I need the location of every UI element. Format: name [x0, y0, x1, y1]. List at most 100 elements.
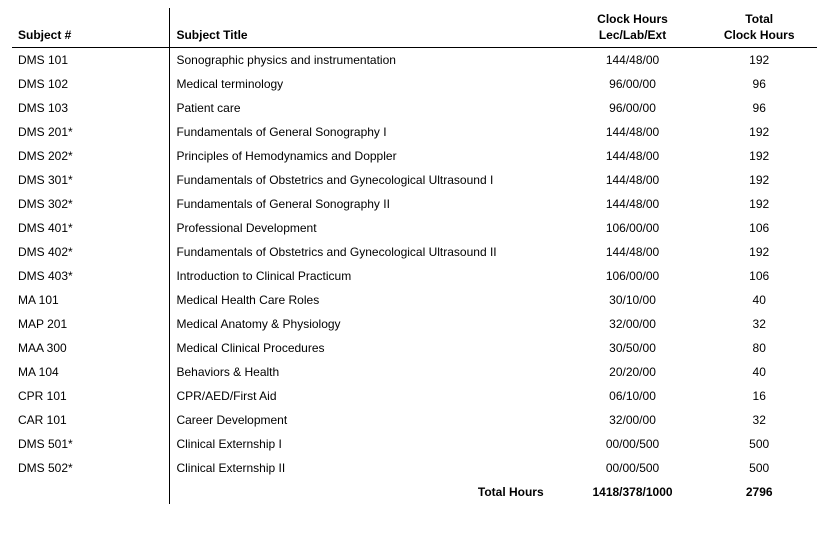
- table-row: CAR 101Career Development32/00/0032: [12, 408, 817, 432]
- table-row: DMS 202*Principles of Hemodynamics and D…: [12, 144, 817, 168]
- cell-subject-code: DMS 403*: [12, 264, 170, 288]
- cell-total-hours: 80: [701, 336, 817, 360]
- cell-subject-title: Medical terminology: [170, 72, 564, 96]
- cell-total-hours: 96: [701, 72, 817, 96]
- header-subject-title: Subject Title: [170, 8, 564, 48]
- cell-subject-code: DMS 102: [12, 72, 170, 96]
- cell-subject-code: DMS 302*: [12, 192, 170, 216]
- cell-subject-title: Medical Health Care Roles: [170, 288, 564, 312]
- cell-clock-hours: 96/00/00: [564, 72, 702, 96]
- cell-subject-code: DMS 101: [12, 48, 170, 73]
- cell-total-hours: 192: [701, 168, 817, 192]
- header-total-hours: Total Clock Hours: [701, 8, 817, 48]
- cell-subject-code: DMS 201*: [12, 120, 170, 144]
- course-table: Subject # Subject Title Clock Hours Lec/…: [12, 8, 817, 504]
- cell-subject-title: Professional Development: [170, 216, 564, 240]
- table-row: DMS 302*Fundamentals of General Sonograp…: [12, 192, 817, 216]
- cell-subject-code: DMS 301*: [12, 168, 170, 192]
- cell-total-hours: 192: [701, 144, 817, 168]
- table-row: DMS 502*Clinical Externship II00/00/5005…: [12, 456, 817, 480]
- cell-clock-hours: 144/48/00: [564, 48, 702, 73]
- table-row: DMS 103Patient care96/00/0096: [12, 96, 817, 120]
- cell-total-hours: 192: [701, 240, 817, 264]
- cell-subject-title: Fundamentals of Obstetrics and Gynecolog…: [170, 168, 564, 192]
- table-row: MAA 300Medical Clinical Procedures30/50/…: [12, 336, 817, 360]
- table-row: DMS 301*Fundamentals of Obstetrics and G…: [12, 168, 817, 192]
- cell-subject-title: Patient care: [170, 96, 564, 120]
- cell-total-hours: 106: [701, 216, 817, 240]
- cell-total-hours: 106: [701, 264, 817, 288]
- cell-subject-code: MAP 201: [12, 312, 170, 336]
- cell-subject-code: MAA 300: [12, 336, 170, 360]
- table-row: DMS 501*Clinical Externship I00/00/50050…: [12, 432, 817, 456]
- cell-subject-code: DMS 202*: [12, 144, 170, 168]
- cell-clock-hours: 144/48/00: [564, 168, 702, 192]
- cell-subject-title: Fundamentals of General Sonography I: [170, 120, 564, 144]
- cell-total-hours: 40: [701, 360, 817, 384]
- cell-clock-hours: 00/00/500: [564, 456, 702, 480]
- cell-subject-title: Principles of Hemodynamics and Doppler: [170, 144, 564, 168]
- totals-total: 2796: [701, 480, 817, 504]
- totals-empty: [12, 480, 170, 504]
- cell-subject-title: Career Development: [170, 408, 564, 432]
- cell-subject-title: Clinical Externship II: [170, 456, 564, 480]
- cell-clock-hours: 30/10/00: [564, 288, 702, 312]
- cell-clock-hours: 32/00/00: [564, 408, 702, 432]
- cell-subject-title: CPR/AED/First Aid: [170, 384, 564, 408]
- table-row: MA 101Medical Health Care Roles30/10/004…: [12, 288, 817, 312]
- header-subject-num: Subject #: [12, 8, 170, 48]
- cell-clock-hours: 144/48/00: [564, 144, 702, 168]
- cell-total-hours: 192: [701, 120, 817, 144]
- cell-total-hours: 96: [701, 96, 817, 120]
- cell-clock-hours: 144/48/00: [564, 240, 702, 264]
- cell-clock-hours: 96/00/00: [564, 96, 702, 120]
- table-row: DMS 102Medical terminology96/00/0096: [12, 72, 817, 96]
- cell-subject-code: DMS 103: [12, 96, 170, 120]
- cell-clock-hours: 106/00/00: [564, 216, 702, 240]
- cell-clock-hours: 20/20/00: [564, 360, 702, 384]
- cell-subject-title: Clinical Externship I: [170, 432, 564, 456]
- cell-subject-code: DMS 501*: [12, 432, 170, 456]
- cell-subject-title: Medical Clinical Procedures: [170, 336, 564, 360]
- cell-total-hours: 500: [701, 432, 817, 456]
- table-row: DMS 101Sonographic physics and instrumen…: [12, 48, 817, 73]
- cell-subject-code: DMS 401*: [12, 216, 170, 240]
- cell-clock-hours: 32/00/00: [564, 312, 702, 336]
- table-row: DMS 402*Fundamentals of Obstetrics and G…: [12, 240, 817, 264]
- table-row: MAP 201Medical Anatomy & Physiology32/00…: [12, 312, 817, 336]
- cell-clock-hours: 00/00/500: [564, 432, 702, 456]
- cell-clock-hours: 30/50/00: [564, 336, 702, 360]
- cell-subject-title: Sonographic physics and instrumentation: [170, 48, 564, 73]
- cell-subject-code: DMS 402*: [12, 240, 170, 264]
- table-row: DMS 403*Introduction to Clinical Practic…: [12, 264, 817, 288]
- cell-clock-hours: 106/00/00: [564, 264, 702, 288]
- cell-total-hours: 40: [701, 288, 817, 312]
- cell-subject-code: MA 104: [12, 360, 170, 384]
- table-row: CPR 101CPR/AED/First Aid06/10/0016: [12, 384, 817, 408]
- cell-subject-code: CAR 101: [12, 408, 170, 432]
- cell-total-hours: 500: [701, 456, 817, 480]
- cell-subject-code: DMS 502*: [12, 456, 170, 480]
- cell-clock-hours: 144/48/00: [564, 192, 702, 216]
- cell-subject-title: Medical Anatomy & Physiology: [170, 312, 564, 336]
- cell-subject-title: Introduction to Clinical Practicum: [170, 264, 564, 288]
- table-row: DMS 201*Fundamentals of General Sonograp…: [12, 120, 817, 144]
- cell-subject-code: CPR 101: [12, 384, 170, 408]
- cell-total-hours: 16: [701, 384, 817, 408]
- table-row: MA 104Behaviors & Health20/20/0040: [12, 360, 817, 384]
- totals-label: Total Hours: [170, 480, 564, 504]
- cell-total-hours: 32: [701, 408, 817, 432]
- cell-clock-hours: 144/48/00: [564, 120, 702, 144]
- cell-subject-title: Fundamentals of General Sonography II: [170, 192, 564, 216]
- cell-subject-title: Behaviors & Health: [170, 360, 564, 384]
- cell-total-hours: 192: [701, 192, 817, 216]
- cell-total-hours: 192: [701, 48, 817, 73]
- cell-clock-hours: 06/10/00: [564, 384, 702, 408]
- cell-subject-code: MA 101: [12, 288, 170, 312]
- totals-hours: 1418/378/1000: [564, 480, 702, 504]
- cell-subject-title: Fundamentals of Obstetrics and Gynecolog…: [170, 240, 564, 264]
- table-row: DMS 401*Professional Development106/00/0…: [12, 216, 817, 240]
- cell-total-hours: 32: [701, 312, 817, 336]
- header-clock-hours: Clock Hours Lec/Lab/Ext: [564, 8, 702, 48]
- totals-row: Total Hours 1418/378/1000 2796: [12, 480, 817, 504]
